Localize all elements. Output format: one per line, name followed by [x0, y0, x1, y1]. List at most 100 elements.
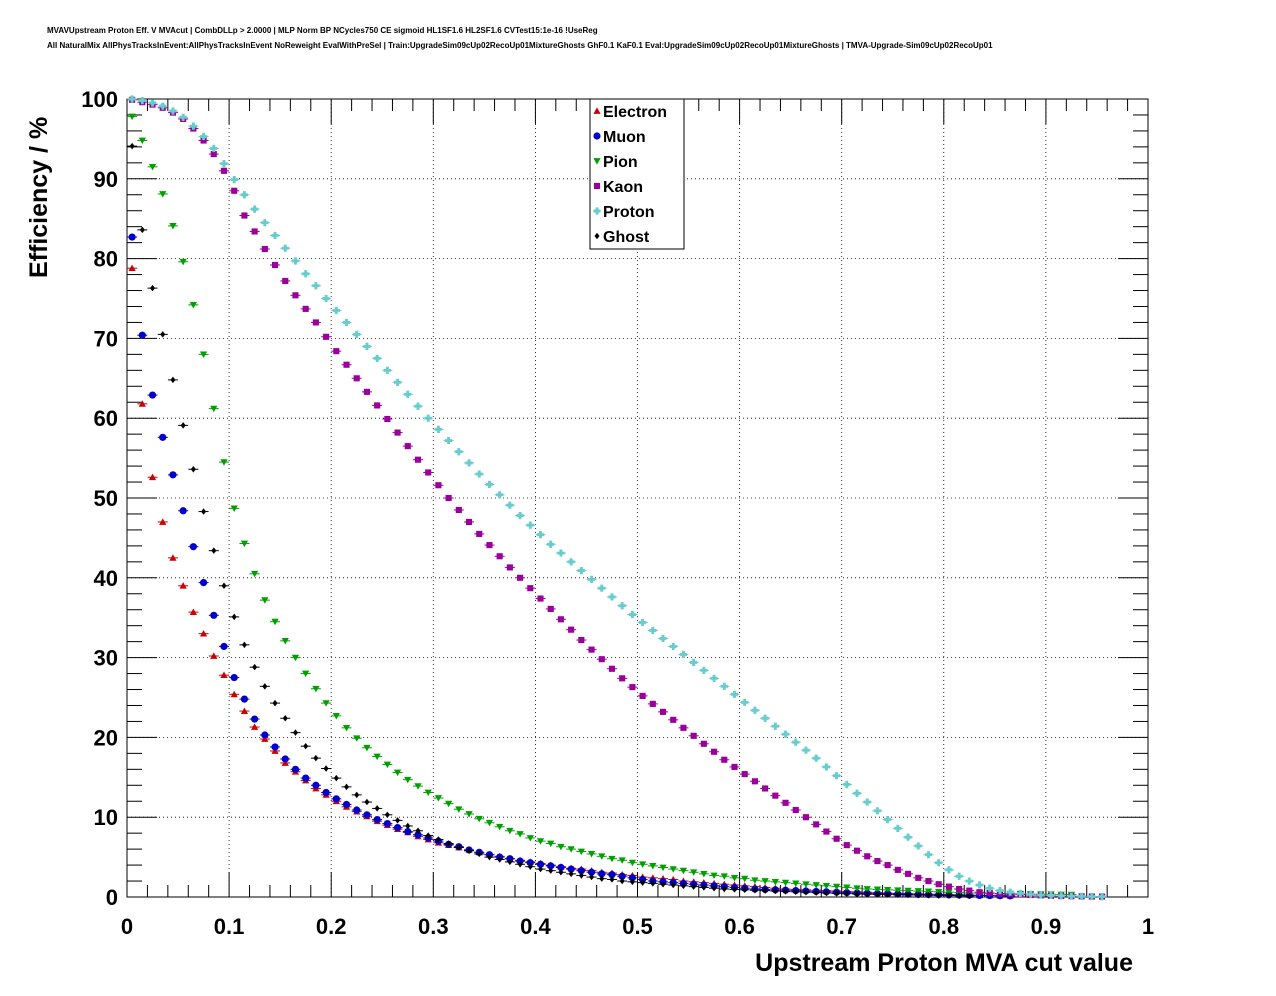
data-point-kaon	[956, 885, 963, 893]
data-point-muon	[240, 695, 249, 703]
x-tick-label: 0.6	[724, 914, 755, 939]
data-point-muon	[271, 743, 279, 751]
data-point-kaon	[608, 665, 616, 672]
data-point-proton	[904, 833, 912, 841]
data-point-kaon	[210, 151, 217, 158]
data-point-kaon	[343, 361, 350, 368]
data-point-pion	[812, 882, 820, 889]
data-point-pion	[240, 540, 249, 548]
data-point-proton	[383, 366, 391, 374]
data-point-ghost	[823, 889, 829, 897]
data-point-pion	[414, 783, 422, 790]
data-point-proton	[547, 540, 555, 548]
y-tick-label: 10	[94, 805, 118, 830]
data-point-proton	[832, 772, 841, 780]
data-point-pion	[792, 880, 800, 888]
data-point-proton	[281, 244, 289, 252]
data-point-muon	[169, 471, 177, 479]
data-point-kaon	[200, 137, 207, 144]
data-point-proton	[608, 593, 616, 601]
data-point-kaon	[465, 518, 473, 525]
data-point-muon	[526, 859, 534, 867]
data-point-muon	[302, 774, 310, 782]
data-point-pion	[159, 191, 167, 198]
data-point-pion	[751, 877, 759, 884]
data-point-electron	[271, 747, 279, 754]
data-point-ghost	[966, 892, 972, 900]
data-point-pion	[843, 884, 851, 892]
data-point-kaon	[935, 881, 942, 888]
data-point-proton	[251, 205, 259, 213]
data-point-pion	[649, 862, 657, 870]
data-point-kaon	[363, 388, 370, 395]
data-point-proton	[863, 798, 871, 806]
data-point-ghost	[854, 890, 860, 898]
data-point-proton	[761, 714, 769, 722]
data-point-pion	[741, 875, 749, 883]
data-point-kaon	[476, 530, 483, 537]
data-point-pion	[904, 887, 912, 895]
data-point-proton	[434, 425, 443, 433]
data-point-proton	[210, 144, 218, 153]
data-point-pion	[138, 137, 146, 145]
data-point-proton	[771, 722, 779, 730]
data-point-proton	[792, 738, 800, 746]
legend-label-electron: Electron	[603, 104, 667, 121]
data-point-proton	[363, 342, 371, 350]
data-point-muon	[148, 391, 157, 399]
data-point-muon	[159, 433, 167, 441]
data-point-muon	[342, 800, 351, 809]
data-point-pion	[373, 753, 381, 761]
data-point-kaon	[414, 456, 422, 463]
data-point-kaon	[517, 574, 524, 581]
data-point-muon	[322, 788, 330, 797]
y-axis-title: Efficiency / %	[25, 117, 53, 278]
data-point-kaon	[853, 847, 861, 854]
data-point-ghost	[180, 422, 186, 429]
data-point-kaon	[833, 835, 840, 842]
data-point-muon	[291, 765, 300, 773]
data-point-pion	[393, 769, 402, 777]
data-point-ghost	[660, 880, 666, 888]
data-point-proton	[741, 698, 749, 706]
data-point-ghost	[486, 853, 492, 861]
y-tick-label: 40	[94, 566, 118, 591]
data-point-kaon	[598, 656, 605, 663]
data-point-ghost	[864, 890, 870, 898]
data-point-ghost	[456, 844, 462, 851]
data-point-proton	[1057, 892, 1065, 900]
data-point-pion	[353, 735, 361, 742]
y-axis-ticks: 0 10 20 30 40 50 60 70 80 90 100	[81, 87, 1148, 910]
data-point-proton	[812, 754, 820, 762]
data-point-ghost	[313, 754, 319, 762]
x-tick-label: 0.1	[214, 914, 245, 939]
data-point-ghost	[609, 876, 615, 883]
data-point-electron	[230, 690, 238, 698]
data-point-muon	[393, 823, 402, 832]
y-tick-label: 30	[94, 646, 118, 671]
data-point-kaon	[323, 333, 330, 340]
data-point-proton	[455, 448, 463, 456]
data-point-proton	[1098, 893, 1106, 901]
data-point-kaon	[506, 564, 513, 571]
data-point-proton	[353, 330, 361, 339]
data-point-proton	[291, 257, 300, 265]
data-point-ghost	[874, 891, 880, 898]
data-point-proton	[1067, 892, 1076, 900]
data-point-kaon	[353, 375, 360, 382]
y-tick-label: 70	[94, 326, 118, 351]
data-point-electron	[220, 671, 228, 679]
data-point-pion	[404, 776, 412, 784]
data-point-kaon	[976, 889, 983, 896]
data-point-ghost	[323, 765, 329, 772]
data-point-ghost	[231, 613, 237, 621]
data-point-muon	[189, 543, 197, 551]
data-point-proton	[536, 531, 545, 539]
data-point-proton	[924, 851, 933, 859]
data-point-proton	[485, 480, 494, 489]
data-point-kaon	[302, 305, 309, 312]
data-point-proton	[332, 306, 340, 315]
data-point-muon	[138, 331, 146, 339]
data-point-electron	[169, 554, 177, 561]
data-point-proton	[230, 175, 238, 184]
